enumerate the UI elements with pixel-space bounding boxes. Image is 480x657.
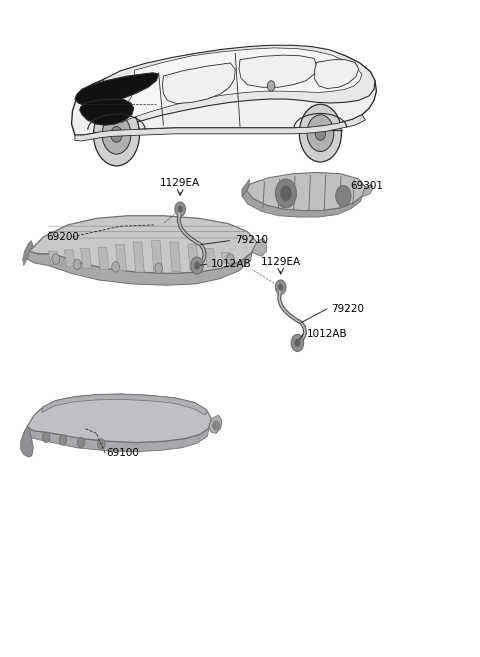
Text: 69301: 69301: [350, 181, 383, 191]
Text: 69200: 69200: [46, 232, 79, 242]
Polygon shape: [29, 215, 257, 273]
Circle shape: [97, 439, 105, 449]
Circle shape: [77, 438, 85, 448]
Circle shape: [194, 261, 200, 269]
Circle shape: [112, 261, 120, 272]
Polygon shape: [205, 248, 216, 267]
Polygon shape: [75, 73, 158, 106]
Circle shape: [276, 179, 297, 208]
Polygon shape: [221, 252, 232, 263]
Polygon shape: [27, 394, 211, 443]
Text: 1129EA: 1129EA: [160, 177, 200, 187]
Circle shape: [178, 206, 182, 212]
Circle shape: [295, 339, 300, 347]
Polygon shape: [242, 179, 250, 196]
Polygon shape: [101, 45, 375, 131]
Circle shape: [42, 432, 50, 443]
Text: 1012AB: 1012AB: [211, 260, 252, 269]
Circle shape: [300, 104, 341, 162]
Polygon shape: [48, 251, 60, 264]
Circle shape: [102, 115, 131, 154]
Polygon shape: [72, 47, 376, 135]
Circle shape: [195, 260, 203, 271]
Text: 1129EA: 1129EA: [261, 257, 301, 267]
Polygon shape: [252, 238, 266, 256]
Polygon shape: [242, 191, 362, 217]
Circle shape: [213, 421, 219, 430]
Text: 79220: 79220: [331, 304, 364, 314]
Polygon shape: [247, 173, 365, 210]
Circle shape: [291, 334, 304, 351]
Polygon shape: [81, 248, 92, 268]
Polygon shape: [116, 244, 127, 271]
Polygon shape: [120, 48, 362, 123]
Circle shape: [336, 185, 351, 206]
Polygon shape: [75, 115, 365, 141]
Circle shape: [59, 435, 67, 445]
Polygon shape: [239, 55, 317, 87]
Polygon shape: [80, 99, 134, 125]
Polygon shape: [21, 427, 33, 457]
Polygon shape: [98, 247, 109, 269]
Polygon shape: [24, 427, 209, 452]
Circle shape: [155, 263, 162, 273]
Polygon shape: [209, 415, 222, 434]
Text: 1012AB: 1012AB: [307, 328, 348, 339]
Circle shape: [191, 257, 203, 274]
Circle shape: [73, 259, 81, 269]
Polygon shape: [169, 242, 180, 271]
Circle shape: [315, 126, 325, 141]
Polygon shape: [23, 240, 33, 265]
Circle shape: [111, 127, 122, 143]
Polygon shape: [315, 60, 359, 89]
Polygon shape: [162, 63, 235, 104]
Polygon shape: [64, 250, 75, 267]
Polygon shape: [133, 242, 144, 272]
Polygon shape: [362, 184, 373, 196]
Polygon shape: [188, 244, 199, 270]
Circle shape: [227, 254, 234, 264]
Circle shape: [94, 103, 140, 166]
Text: 79210: 79210: [235, 235, 268, 245]
Circle shape: [52, 254, 60, 264]
Polygon shape: [27, 251, 252, 285]
Circle shape: [307, 115, 334, 152]
Circle shape: [278, 284, 283, 290]
Circle shape: [175, 202, 185, 216]
Circle shape: [280, 185, 292, 201]
Circle shape: [276, 280, 286, 294]
Text: 69100: 69100: [106, 448, 139, 458]
Circle shape: [267, 81, 275, 91]
Polygon shape: [42, 394, 206, 415]
Polygon shape: [152, 240, 162, 272]
